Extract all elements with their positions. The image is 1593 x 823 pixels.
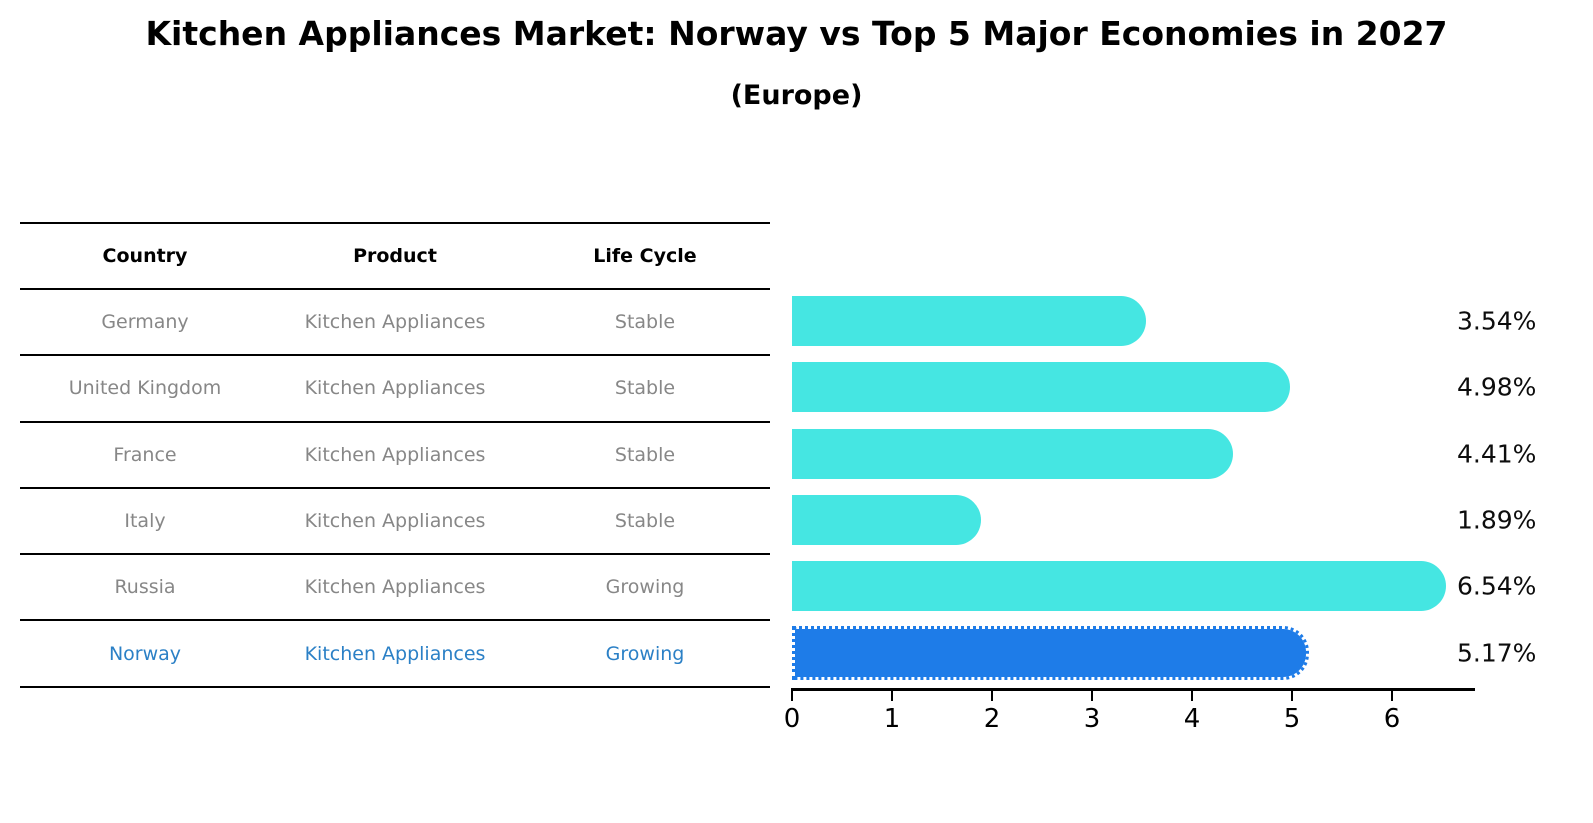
product-cell: Kitchen Appliances — [304, 510, 486, 533]
product-cell: Kitchen Appliances — [304, 576, 486, 599]
product-cell: Kitchen Appliances — [304, 642, 486, 665]
bar-united-kingdom — [792, 362, 1290, 413]
column-header-life-cycle: Life Cycle — [593, 245, 697, 267]
x-axis-tick-label: 6 — [1383, 704, 1401, 734]
country-cell: Germany — [101, 311, 189, 334]
x-axis-tick-label: 0 — [783, 704, 801, 734]
x-axis-line — [791, 688, 1475, 691]
x-axis-tick-label: 5 — [1283, 704, 1301, 734]
value-label-italy: 1.89% — [1457, 505, 1537, 535]
table-row-united-kingdom: United Kingdom Kitchen Appliances Stable — [20, 356, 770, 423]
table-row-france: France Kitchen Appliances Stable — [20, 423, 770, 489]
table-header-row: Country Product Life Cycle — [20, 224, 770, 290]
bar-germany — [792, 296, 1146, 346]
country-cell: United Kingdom — [68, 377, 222, 400]
x-axis-tick-label: 3 — [1083, 704, 1101, 734]
x-axis-tick — [791, 691, 793, 701]
table-row-norway: Norway Kitchen Appliances Growing — [20, 621, 770, 688]
data-table: Country Product Life Cycle Germany Kitch… — [20, 222, 770, 688]
value-label-russia: 6.54% — [1457, 571, 1537, 601]
bar-italy — [792, 494, 981, 545]
x-axis-tick — [1391, 691, 1393, 701]
table-row-germany: Germany Kitchen Appliances Stable — [20, 290, 770, 357]
bar-norway — [792, 625, 1309, 680]
column-header-product: Product — [353, 245, 437, 267]
life-cycle-cell: Growing — [605, 576, 685, 599]
life-cycle-cell: Stable — [614, 311, 676, 334]
column-header-country: Country — [102, 245, 188, 267]
bar-france — [792, 428, 1233, 479]
country-cell: Italy — [124, 510, 166, 533]
bar-russia — [792, 561, 1446, 612]
life-cycle-cell: Stable — [614, 377, 676, 400]
table-row-russia: Russia Kitchen Appliances Growing — [20, 555, 770, 622]
x-axis-tick — [1191, 691, 1193, 701]
x-axis-tick — [891, 691, 893, 701]
life-cycle-cell: Growing — [605, 642, 685, 665]
x-axis-tick — [1091, 691, 1093, 701]
country-cell: France — [113, 443, 177, 466]
table-row-italy: Italy Kitchen Appliances Stable — [20, 489, 770, 556]
life-cycle-cell: Stable — [614, 443, 676, 466]
value-label-norway: 5.17% — [1457, 638, 1537, 667]
product-cell: Kitchen Appliances — [304, 443, 486, 466]
life-cycle-cell: Stable — [614, 510, 676, 533]
x-axis-tick-label: 1 — [883, 704, 901, 734]
x-axis-tick-label: 2 — [983, 704, 1001, 734]
country-cell: Norway — [108, 642, 182, 665]
x-axis-tick — [991, 691, 993, 701]
product-cell: Kitchen Appliances — [304, 377, 486, 400]
country-cell: Russia — [114, 576, 176, 599]
value-label-germany: 3.54% — [1457, 306, 1537, 336]
chart-subtitle: (Europe) — [730, 80, 863, 111]
product-cell: Kitchen Appliances — [304, 311, 486, 334]
value-label-france: 4.41% — [1457, 439, 1537, 469]
x-axis-tick-label: 4 — [1183, 704, 1201, 734]
value-label-united-kingdom: 4.98% — [1457, 372, 1537, 402]
x-axis-tick — [1291, 691, 1293, 701]
chart-title: Kitchen Appliances Market: Norway vs Top… — [145, 14, 1448, 53]
